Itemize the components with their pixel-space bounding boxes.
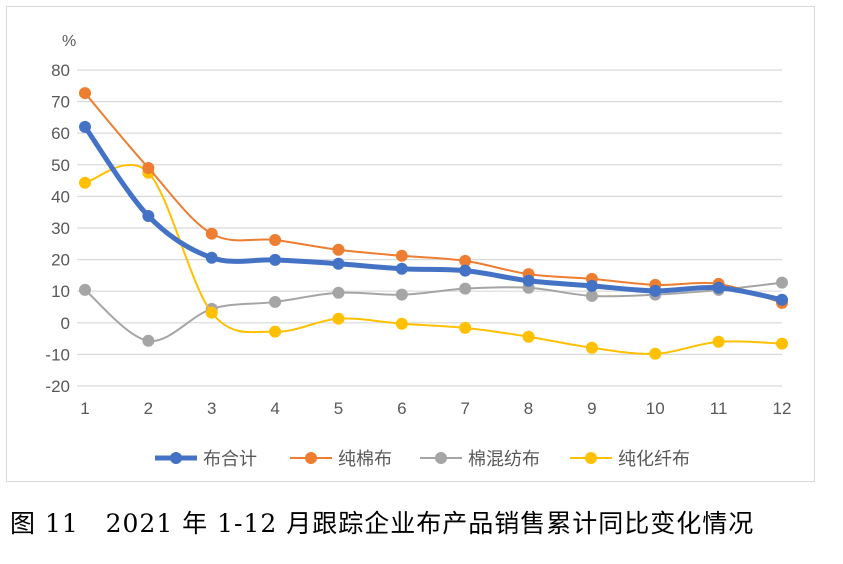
data-point-1 — [205, 227, 218, 240]
y-tick-label: -10 — [45, 345, 70, 364]
data-point-2 — [585, 289, 598, 302]
data-point-1 — [459, 254, 472, 267]
data-point-0 — [205, 251, 218, 264]
y-tick-label: -20 — [45, 377, 70, 396]
data-point-0 — [395, 262, 408, 275]
data-point-0 — [776, 293, 788, 306]
legend-marker-3 — [585, 452, 597, 464]
x-tick-label: 3 — [207, 399, 216, 418]
legend-label: 棉混纺布 — [468, 449, 540, 470]
y-tick-label: 20 — [51, 251, 70, 270]
legend-marker-1 — [305, 452, 317, 464]
data-point-1 — [142, 161, 155, 174]
data-point-2 — [776, 276, 788, 289]
y-tick-label: 10 — [51, 282, 70, 301]
x-tick-label: 8 — [524, 399, 533, 418]
legend-label: 纯棉布 — [338, 449, 392, 470]
x-tick-label: 9 — [587, 399, 596, 418]
x-tick-label: 5 — [334, 399, 343, 418]
data-point-3 — [776, 337, 788, 350]
y-tick-label: 40 — [51, 187, 70, 206]
data-point-3 — [459, 321, 472, 334]
x-tick-label: 10 — [646, 399, 665, 418]
data-point-0 — [522, 274, 535, 287]
data-point-0 — [712, 281, 725, 294]
data-point-3 — [269, 325, 282, 338]
data-point-2 — [332, 286, 345, 299]
data-point-1 — [332, 243, 345, 256]
data-point-0 — [459, 264, 472, 277]
data-point-2 — [79, 283, 91, 296]
y-tick-label: 70 — [51, 93, 70, 112]
data-point-1 — [79, 87, 91, 100]
legend-label: 布合计 — [203, 449, 257, 470]
data-point-2 — [395, 288, 408, 301]
legend-marker-0 — [170, 452, 182, 464]
x-tick-label: 12 — [773, 399, 792, 418]
series-line-0 — [82, 125, 783, 303]
x-tick-label: 7 — [460, 399, 469, 418]
y-tick-label: 60 — [51, 124, 70, 143]
figure-caption: 图 11 2021 年 1-12 月跟踪企业布产品销售累计同比变化情况 — [10, 509, 755, 538]
y-tick-label: 50 — [51, 156, 70, 175]
y-axis-unit: % — [62, 33, 76, 50]
legend-marker-2 — [435, 452, 447, 464]
data-point-0 — [142, 209, 155, 222]
x-tick-label: 6 — [397, 399, 406, 418]
data-point-3 — [79, 176, 91, 189]
legend-label: 纯化纤布 — [618, 449, 690, 470]
data-point-3 — [395, 317, 408, 330]
data-point-3 — [649, 347, 662, 360]
data-point-0 — [79, 120, 91, 133]
data-point-2 — [269, 295, 282, 308]
data-point-0 — [269, 253, 282, 266]
y-tick-label: 80 — [51, 61, 70, 80]
data-point-3 — [205, 306, 218, 319]
chart-frame — [6, 6, 815, 482]
data-point-0 — [649, 284, 662, 297]
data-point-3 — [585, 341, 598, 354]
x-tick-label: 4 — [270, 399, 279, 418]
data-point-3 — [332, 312, 345, 325]
data-point-1 — [395, 249, 408, 262]
x-tick-label: 2 — [144, 399, 153, 418]
data-point-0 — [585, 279, 598, 292]
y-tick-label: 30 — [51, 219, 70, 238]
series-line-1 — [84, 92, 783, 304]
data-point-2 — [142, 334, 155, 347]
data-point-2 — [459, 282, 472, 295]
data-point-1 — [269, 234, 282, 247]
data-point-3 — [712, 335, 725, 348]
y-tick-label: 0 — [61, 314, 70, 333]
data-point-0 — [332, 257, 345, 270]
x-tick-label: 1 — [80, 399, 89, 418]
x-tick-label: 11 — [710, 399, 728, 418]
data-point-3 — [522, 330, 535, 343]
